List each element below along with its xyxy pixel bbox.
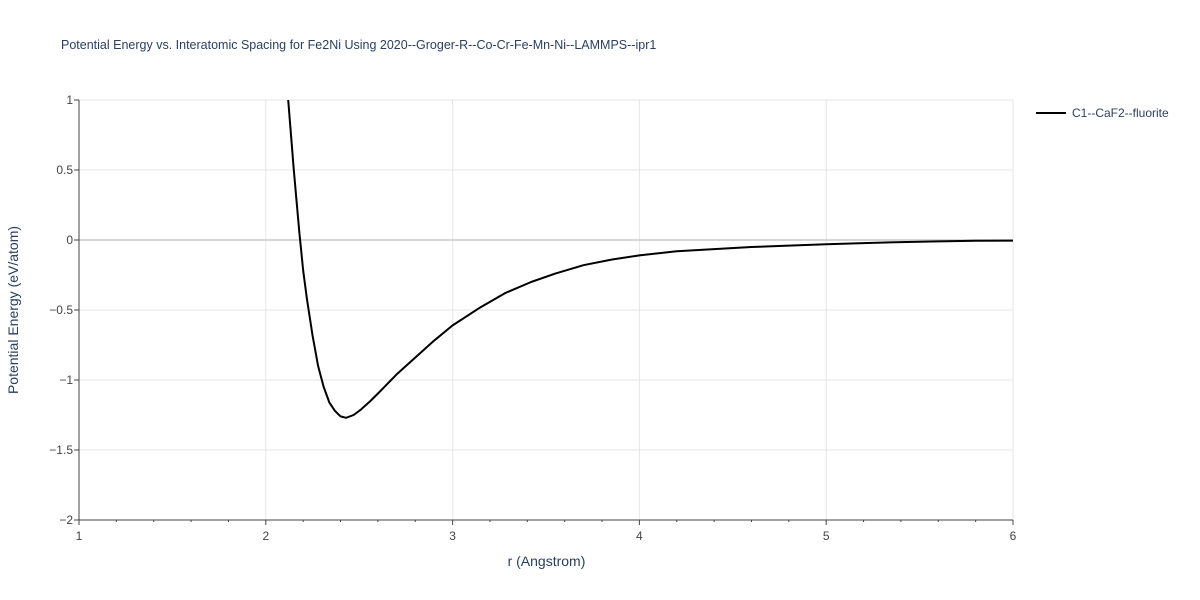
legend[interactable]: C1--CaF2--fluorite xyxy=(1036,106,1169,120)
series-line xyxy=(287,100,1013,419)
y-tick-label: −0.5 xyxy=(49,303,73,317)
legend-swatch xyxy=(1036,112,1066,114)
series-layer xyxy=(287,100,1013,419)
y-tick-label: −2 xyxy=(59,513,73,527)
tick-labels: 1 2 3 4 5 6 −2 −1.5 −1 −0.5 0 0.5 1 xyxy=(49,93,1016,543)
y-tick-label: 0 xyxy=(66,233,73,247)
x-axis-label: r (Angstrom) xyxy=(507,553,586,569)
y-tick-label: −1 xyxy=(59,373,73,387)
y-tick-label: 1 xyxy=(66,93,73,107)
x-tick-label: 6 xyxy=(1010,529,1017,543)
x-tick-label: 3 xyxy=(449,529,456,543)
legend-label: C1--CaF2--fluorite xyxy=(1072,106,1169,120)
y-axis-label: Potential Energy (eV/atom) xyxy=(5,225,21,395)
x-tick-label: 4 xyxy=(636,529,643,543)
x-tick-label: 2 xyxy=(262,529,269,543)
y-tick-label: −1.5 xyxy=(49,443,73,457)
x-tick-label: 5 xyxy=(823,529,830,543)
x-tick-label: 1 xyxy=(76,529,83,543)
chart-title: Potential Energy vs. Interatomic Spacing… xyxy=(61,38,657,52)
y-tick-label: 0.5 xyxy=(56,163,73,177)
gridlines xyxy=(79,99,1014,521)
axes xyxy=(74,99,1014,525)
